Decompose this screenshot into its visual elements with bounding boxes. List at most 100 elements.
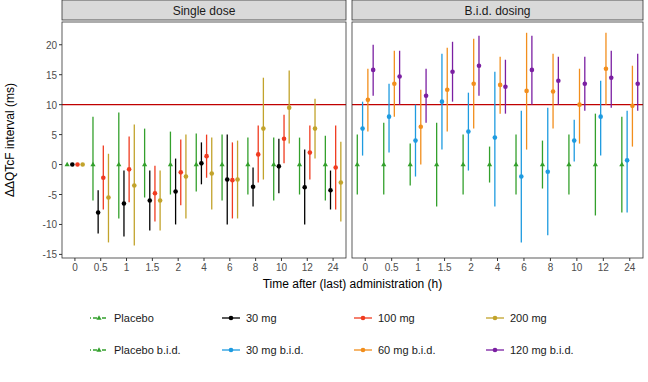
point bbox=[173, 189, 178, 194]
point bbox=[261, 126, 266, 131]
x-tick bbox=[126, 258, 127, 261]
point bbox=[572, 138, 577, 143]
point bbox=[142, 162, 147, 167]
y-tick-label: 0 bbox=[51, 160, 57, 171]
legend-label: Placebo bbox=[114, 312, 154, 324]
point bbox=[65, 162, 70, 167]
point bbox=[168, 162, 173, 167]
point bbox=[127, 167, 132, 172]
point bbox=[450, 69, 455, 74]
point bbox=[583, 81, 588, 86]
point bbox=[381, 162, 386, 167]
x-tick-label: 2 bbox=[175, 262, 181, 273]
y-tick bbox=[59, 44, 62, 45]
x-tick-label: 0 bbox=[72, 262, 78, 273]
x-tick bbox=[281, 258, 282, 261]
legend-label: 30 mg b.i.d. bbox=[246, 344, 303, 356]
x-tick-label: 6 bbox=[521, 262, 527, 273]
x-tick bbox=[576, 258, 577, 261]
point bbox=[471, 81, 476, 86]
x-tick bbox=[307, 258, 308, 261]
x-tick bbox=[74, 258, 75, 261]
legend-label: Placebo b.i.d. bbox=[114, 344, 181, 356]
x-tick-label: 8 bbox=[253, 262, 259, 273]
point bbox=[577, 102, 582, 107]
legend-label: 100 mg bbox=[378, 312, 415, 324]
point bbox=[302, 185, 307, 190]
legend-marker bbox=[493, 348, 498, 353]
point bbox=[147, 198, 152, 203]
point bbox=[593, 162, 598, 167]
panel-title: B.i.d. dosing bbox=[464, 4, 530, 18]
x-tick bbox=[365, 258, 366, 261]
x-tick-label: 4 bbox=[495, 262, 501, 273]
x-tick bbox=[603, 258, 604, 261]
point bbox=[313, 126, 318, 131]
point bbox=[70, 162, 75, 167]
y-tick-label: -10 bbox=[43, 219, 58, 230]
x-tick bbox=[391, 258, 392, 261]
x-tick-label: 0.5 bbox=[385, 262, 399, 273]
point bbox=[178, 170, 183, 175]
x-tick bbox=[178, 258, 179, 261]
point bbox=[158, 198, 163, 203]
point bbox=[498, 83, 503, 88]
point bbox=[287, 105, 292, 110]
x-tick bbox=[229, 258, 230, 261]
point bbox=[524, 89, 529, 94]
error-bar bbox=[325, 136, 326, 201]
legend-marker bbox=[361, 316, 366, 321]
x-tick bbox=[418, 258, 419, 261]
x-tick bbox=[523, 258, 524, 261]
point bbox=[609, 75, 614, 80]
x-tick-label: 1.5 bbox=[145, 262, 159, 273]
error-bar bbox=[221, 135, 222, 201]
point bbox=[371, 68, 376, 73]
point bbox=[466, 129, 471, 134]
point bbox=[556, 78, 561, 83]
x-tick bbox=[444, 258, 445, 261]
plot-area bbox=[352, 22, 643, 258]
point bbox=[566, 162, 571, 167]
x-tick-label: 2 bbox=[468, 262, 474, 273]
chart: ΔΔQTcF interval (ms)-15-10-505101520Sing… bbox=[0, 0, 648, 382]
point bbox=[366, 98, 371, 103]
legend-marker bbox=[493, 316, 498, 321]
point bbox=[96, 210, 101, 215]
x-tick-label: 24 bbox=[624, 262, 636, 273]
legend-marker bbox=[96, 315, 101, 320]
y-tick bbox=[59, 224, 62, 225]
point bbox=[308, 150, 313, 155]
point bbox=[408, 162, 413, 167]
y-tick bbox=[59, 104, 62, 105]
point bbox=[392, 81, 397, 86]
plot-area bbox=[62, 22, 346, 258]
point bbox=[339, 180, 344, 185]
point bbox=[604, 66, 609, 71]
panel-strip bbox=[352, 0, 643, 20]
x-tick-label: 0 bbox=[362, 262, 368, 273]
x-tick bbox=[550, 258, 551, 261]
x-tick-label: 1.5 bbox=[438, 262, 452, 273]
x-tick bbox=[204, 258, 205, 261]
point bbox=[545, 169, 550, 174]
x-tick-label: 12 bbox=[598, 262, 610, 273]
point bbox=[540, 162, 545, 167]
point bbox=[440, 99, 445, 104]
point bbox=[184, 174, 189, 179]
x-tick-label: 12 bbox=[302, 262, 314, 273]
point bbox=[625, 158, 630, 163]
y-tick-label: -5 bbox=[48, 190, 57, 201]
x-tick-label: 24 bbox=[328, 262, 340, 273]
point bbox=[245, 162, 250, 167]
x-tick bbox=[333, 258, 334, 261]
point bbox=[413, 138, 418, 143]
point bbox=[328, 188, 333, 193]
point bbox=[106, 195, 111, 200]
point bbox=[251, 184, 256, 189]
point bbox=[619, 162, 624, 167]
point bbox=[493, 135, 498, 140]
x-tick bbox=[100, 258, 101, 261]
point bbox=[387, 114, 392, 119]
point bbox=[551, 89, 556, 94]
